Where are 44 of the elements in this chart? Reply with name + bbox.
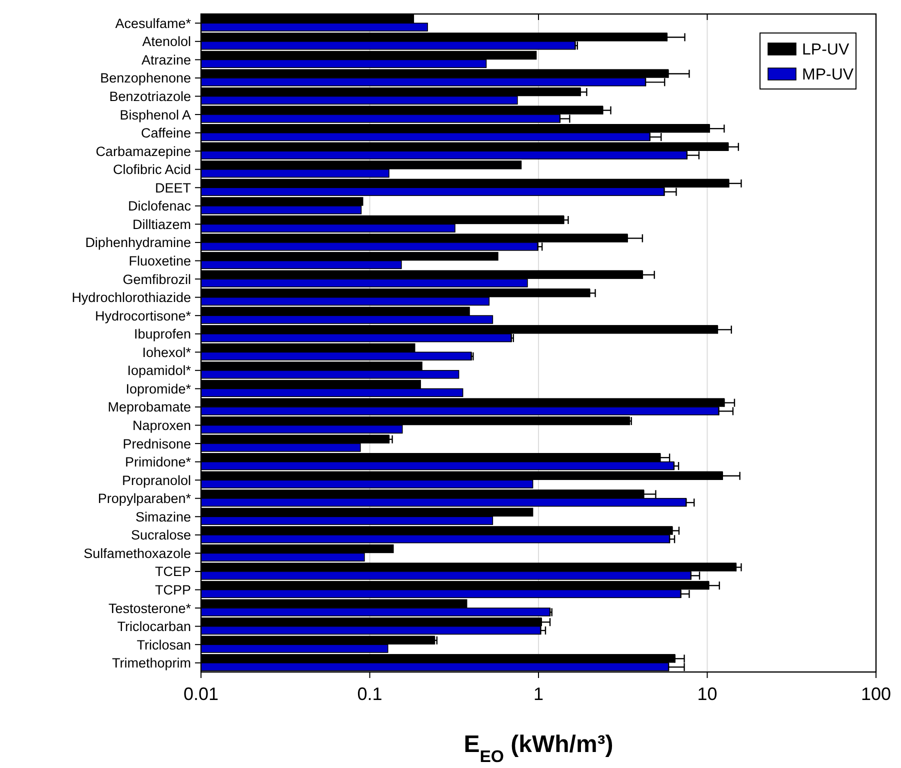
y-tick-label: Clofibric Acid xyxy=(112,162,191,178)
y-tick-label: Diphenhydramine xyxy=(85,235,191,250)
y-tick-label: Diclofenac xyxy=(128,198,192,214)
y-tick-label: TCEP xyxy=(154,564,191,580)
y-tick-label: Iopamidol* xyxy=(127,363,192,378)
x-tick-label: 1 xyxy=(533,684,544,704)
y-tick-label: Benzotriazole xyxy=(109,88,191,104)
y-tick-label: Iohexol* xyxy=(142,344,192,360)
x-tick-label: 100 xyxy=(860,684,892,704)
y-tick-label: Hydrocortisone* xyxy=(94,308,192,324)
y-tick-label: Triclosan xyxy=(136,637,191,652)
y-tick-label: Fluoxetine xyxy=(128,253,191,268)
y-tick-label: Testosterone* xyxy=(108,600,192,616)
y-tick-label: Dilltiazem xyxy=(132,216,191,232)
y-tick-label: Atrazine xyxy=(141,52,191,68)
y-tick-label: Acesulfame* xyxy=(115,16,192,31)
y-tick-label: Carbamazepine xyxy=(96,144,191,159)
y-tick-label: Sulfamethoxazole xyxy=(84,546,191,561)
y-tick-label: Bisphenol A xyxy=(120,107,191,122)
legend-label: LP-UV xyxy=(802,42,850,59)
y-tick-label: Simazine xyxy=(135,509,191,524)
x-tick-label: 0.01 xyxy=(183,684,219,704)
y-tick-label: Hydrochlorothiazide xyxy=(72,290,191,306)
y-tick-label: DEET xyxy=(154,180,191,196)
y-tick-label: Primidone* xyxy=(124,454,192,470)
y-tick-label: Atenolol xyxy=(142,34,191,50)
y-tick-label: Ibuprofen xyxy=(134,326,191,342)
y-tick-label: Benzophenone xyxy=(100,70,191,86)
y-tick-label: Propylparaben* xyxy=(98,491,192,506)
x-tick-label: 0.1 xyxy=(357,684,382,704)
y-tick-label: Prednisone xyxy=(122,436,191,452)
y-tick-label: Triclocarban xyxy=(117,619,191,634)
y-tick-label: Sucralose xyxy=(130,528,191,543)
legend-label: MP-UV xyxy=(802,66,854,84)
y-tick-label: TCPP xyxy=(154,582,191,598)
x-tick-label: 10 xyxy=(697,684,718,704)
y-tick-label: Gemfibrozil xyxy=(122,272,191,287)
y-tick-label: Naproxen xyxy=(132,418,191,433)
y-tick-label: Iopromide* xyxy=(126,381,192,396)
y-tick-label: Trimethoprim xyxy=(112,656,191,671)
y-tick-label: Caffeine xyxy=(140,126,191,141)
y-tick-label: Propranolol xyxy=(122,472,191,488)
y-tick-label: Meprobamate xyxy=(108,400,191,415)
x-axis-title: E$_{EO}$ (kWh/m³) xyxy=(464,731,614,766)
